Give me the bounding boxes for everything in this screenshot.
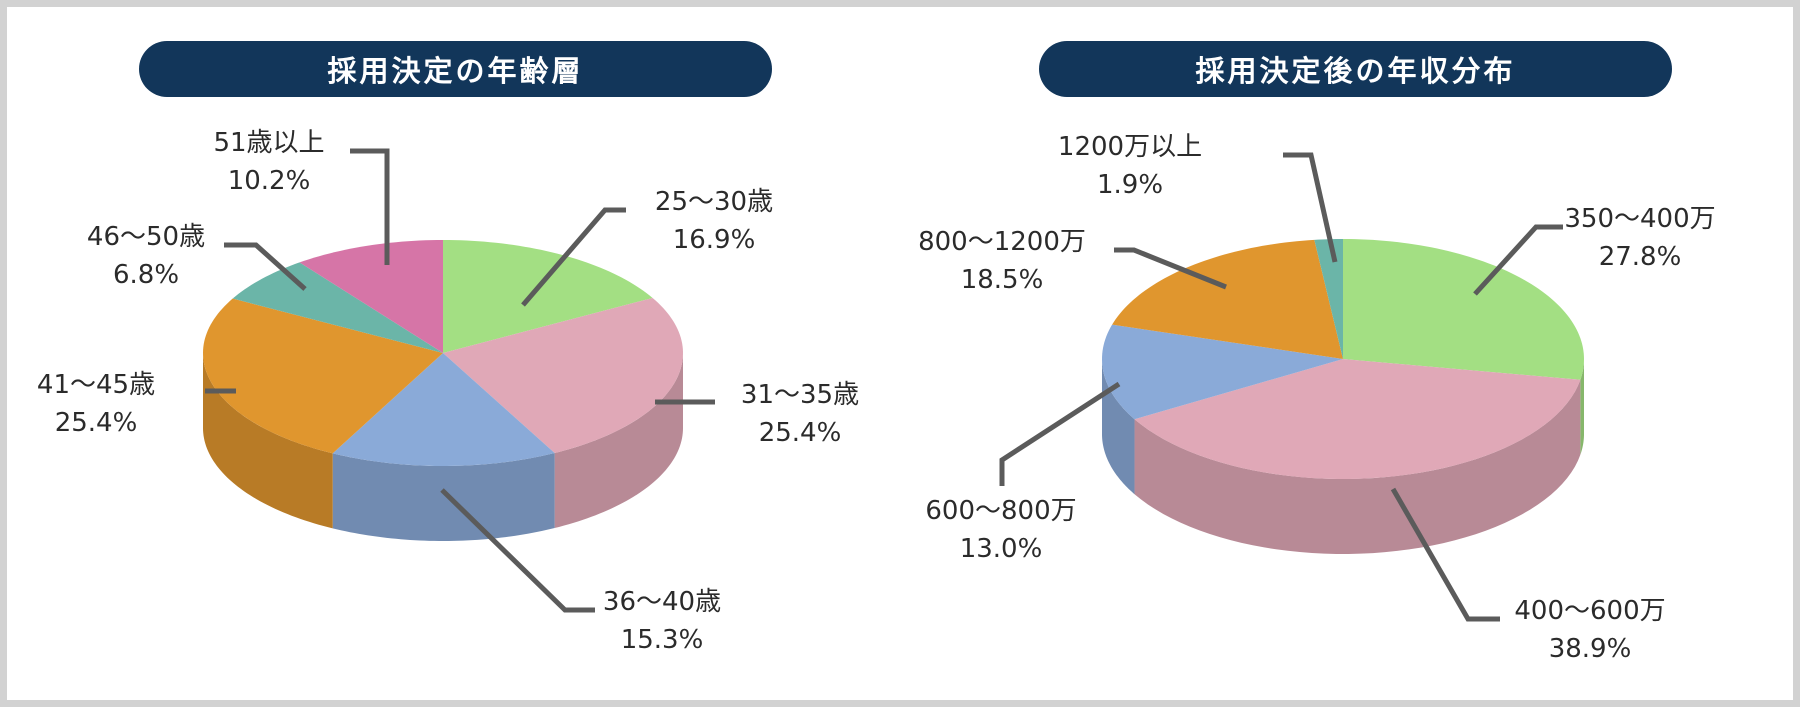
slice-value-label-2: 15.3% bbox=[621, 625, 704, 655]
pie-side-1 bbox=[554, 353, 683, 529]
pie-slice-1 bbox=[443, 297, 683, 454]
pie-side-2 bbox=[332, 453, 555, 541]
slice-value-label-5: 10.2% bbox=[228, 166, 311, 196]
slice-label-4: 46〜50歳 bbox=[87, 222, 205, 252]
slice-label-2: 36〜40歳 bbox=[603, 587, 721, 617]
slice-value-label-4: 6.8% bbox=[113, 260, 179, 290]
leader-line-5 bbox=[350, 148, 390, 265]
leader-line-2 bbox=[440, 488, 595, 613]
slice-label-2: 600〜800万 bbox=[925, 496, 1076, 526]
slice-label-1: 400〜600万 bbox=[1514, 596, 1665, 626]
pie-slice-1 bbox=[1134, 359, 1581, 479]
leader-line-4 bbox=[1283, 152, 1338, 263]
slice-value-label-0: 27.8% bbox=[1599, 242, 1682, 272]
income-pie-chart: 350〜400万 27.8% 400〜600万 38.9% 600〜800万 13.0% 8… bbox=[918, 132, 1716, 664]
slice-label-1: 31〜35歳 bbox=[741, 380, 859, 410]
age-chart-title: 採用決定の年齢層 bbox=[139, 41, 772, 97]
leader-line-4 bbox=[224, 242, 307, 291]
slice-label-5: 51歳以上 bbox=[213, 128, 324, 158]
slice-value-label-1: 38.9% bbox=[1549, 634, 1632, 664]
slice-value-label-3: 18.5% bbox=[961, 265, 1044, 295]
slice-label-4: 1200万以上 bbox=[1058, 132, 1202, 162]
leader-line-0 bbox=[521, 207, 626, 307]
pie-slice-0 bbox=[443, 240, 653, 353]
slice-value-label-2: 13.0% bbox=[960, 534, 1043, 564]
pie-side-1 bbox=[1134, 379, 1581, 554]
pie-slice-3 bbox=[1112, 239, 1343, 359]
slice-label-3: 41〜45歳 bbox=[37, 370, 155, 400]
pie-slice-4 bbox=[1314, 239, 1343, 359]
pie-slice-3 bbox=[203, 298, 443, 454]
pie-slice-0 bbox=[1343, 239, 1584, 380]
leader-line-1 bbox=[1390, 487, 1500, 622]
income-chart-title: 採用決定後の年収分布 bbox=[1039, 41, 1672, 97]
slice-label-0: 25〜30歳 bbox=[655, 187, 773, 217]
slice-label-3: 800〜1200万 bbox=[918, 227, 1086, 257]
slice-label-0: 350〜400万 bbox=[1564, 204, 1715, 234]
pie-slice-2 bbox=[1102, 324, 1343, 420]
slice-value-label-0: 16.9% bbox=[673, 225, 756, 255]
pie-side-0 bbox=[1580, 359, 1584, 455]
pie-side-2 bbox=[1102, 359, 1135, 495]
slice-value-label-3: 25.4% bbox=[55, 408, 138, 438]
pie-side-3 bbox=[203, 353, 333, 529]
pie-slice-4 bbox=[232, 262, 443, 353]
leader-line-0 bbox=[1473, 224, 1563, 296]
pie-slice-2 bbox=[332, 353, 555, 466]
leader-line-3 bbox=[1114, 247, 1227, 290]
slice-value-label-1: 25.4% bbox=[759, 418, 842, 448]
pie-slice-5 bbox=[299, 240, 443, 353]
leader-line-2 bbox=[999, 381, 1121, 486]
slice-value-label-4: 1.9% bbox=[1097, 170, 1163, 200]
age-pie-chart: 25〜30歳 16.9% 31〜35歳 25.4% 36〜40歳 15.3% 41〜45歳 2… bbox=[37, 128, 859, 655]
